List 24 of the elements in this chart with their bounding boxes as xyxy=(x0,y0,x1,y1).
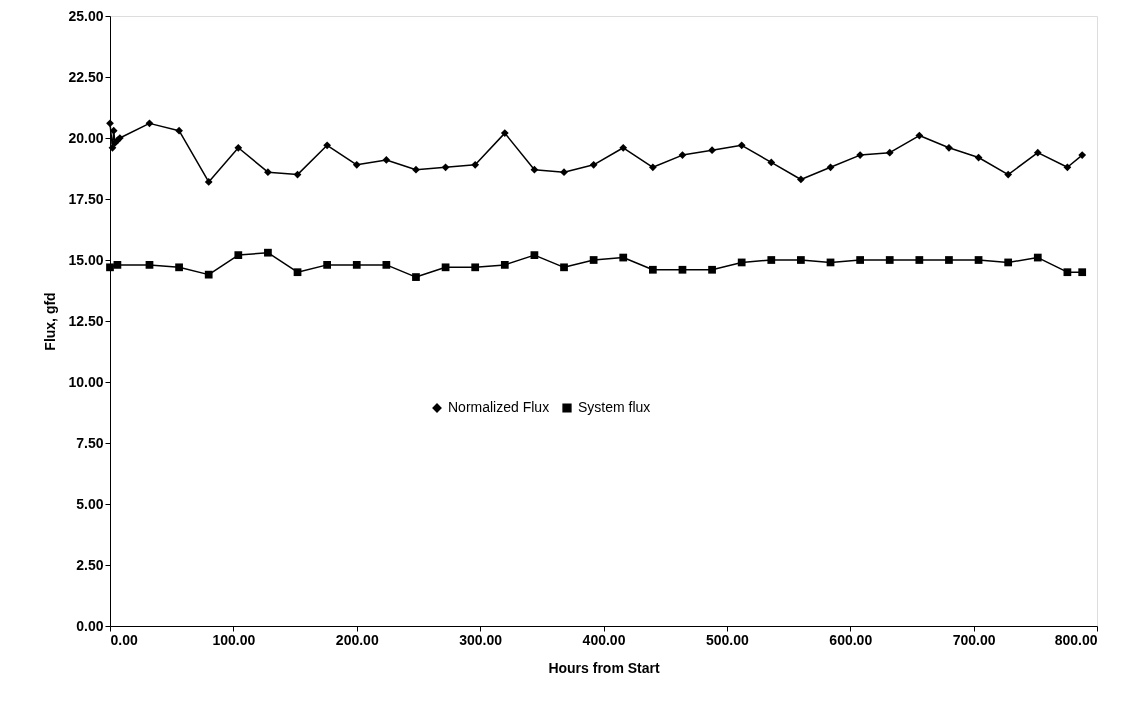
x-tick-label: 200.00 xyxy=(335,631,379,648)
y-tick-label: 10.00 xyxy=(68,373,104,390)
y-tick-label: 5.00 xyxy=(76,495,104,512)
y-tick-label: 17.50 xyxy=(68,190,104,207)
y-tick-label: 15.00 xyxy=(68,251,104,268)
y-axis-title: Flux, gfd xyxy=(42,292,59,351)
x-tick-label: 300.00 xyxy=(459,631,503,648)
x-tick-label: 500.00 xyxy=(705,631,749,648)
y-tick-label: 20.00 xyxy=(68,129,104,146)
legend-label: Normalized Flux xyxy=(448,399,550,415)
x-tick-label: 100.00 xyxy=(212,631,256,648)
x-tick-label: 700.00 xyxy=(952,631,996,648)
x-axis-title: Hours from Start xyxy=(548,659,660,676)
legend-label: System flux xyxy=(578,399,651,415)
y-tick-label: 22.50 xyxy=(68,68,104,85)
x-tick-label: 400.00 xyxy=(582,631,626,648)
x-tick-label: 0.00 xyxy=(110,631,138,648)
y-tick-label: 7.50 xyxy=(76,434,104,451)
y-tick-label: 12.50 xyxy=(68,312,104,329)
y-tick-label: 25.00 xyxy=(68,7,104,24)
y-tick-label: 0.00 xyxy=(76,617,104,634)
y-tick-label: 2.50 xyxy=(76,556,104,573)
x-tick-label: 600.00 xyxy=(829,631,873,648)
x-tick-label: 800.00 xyxy=(1054,631,1098,648)
